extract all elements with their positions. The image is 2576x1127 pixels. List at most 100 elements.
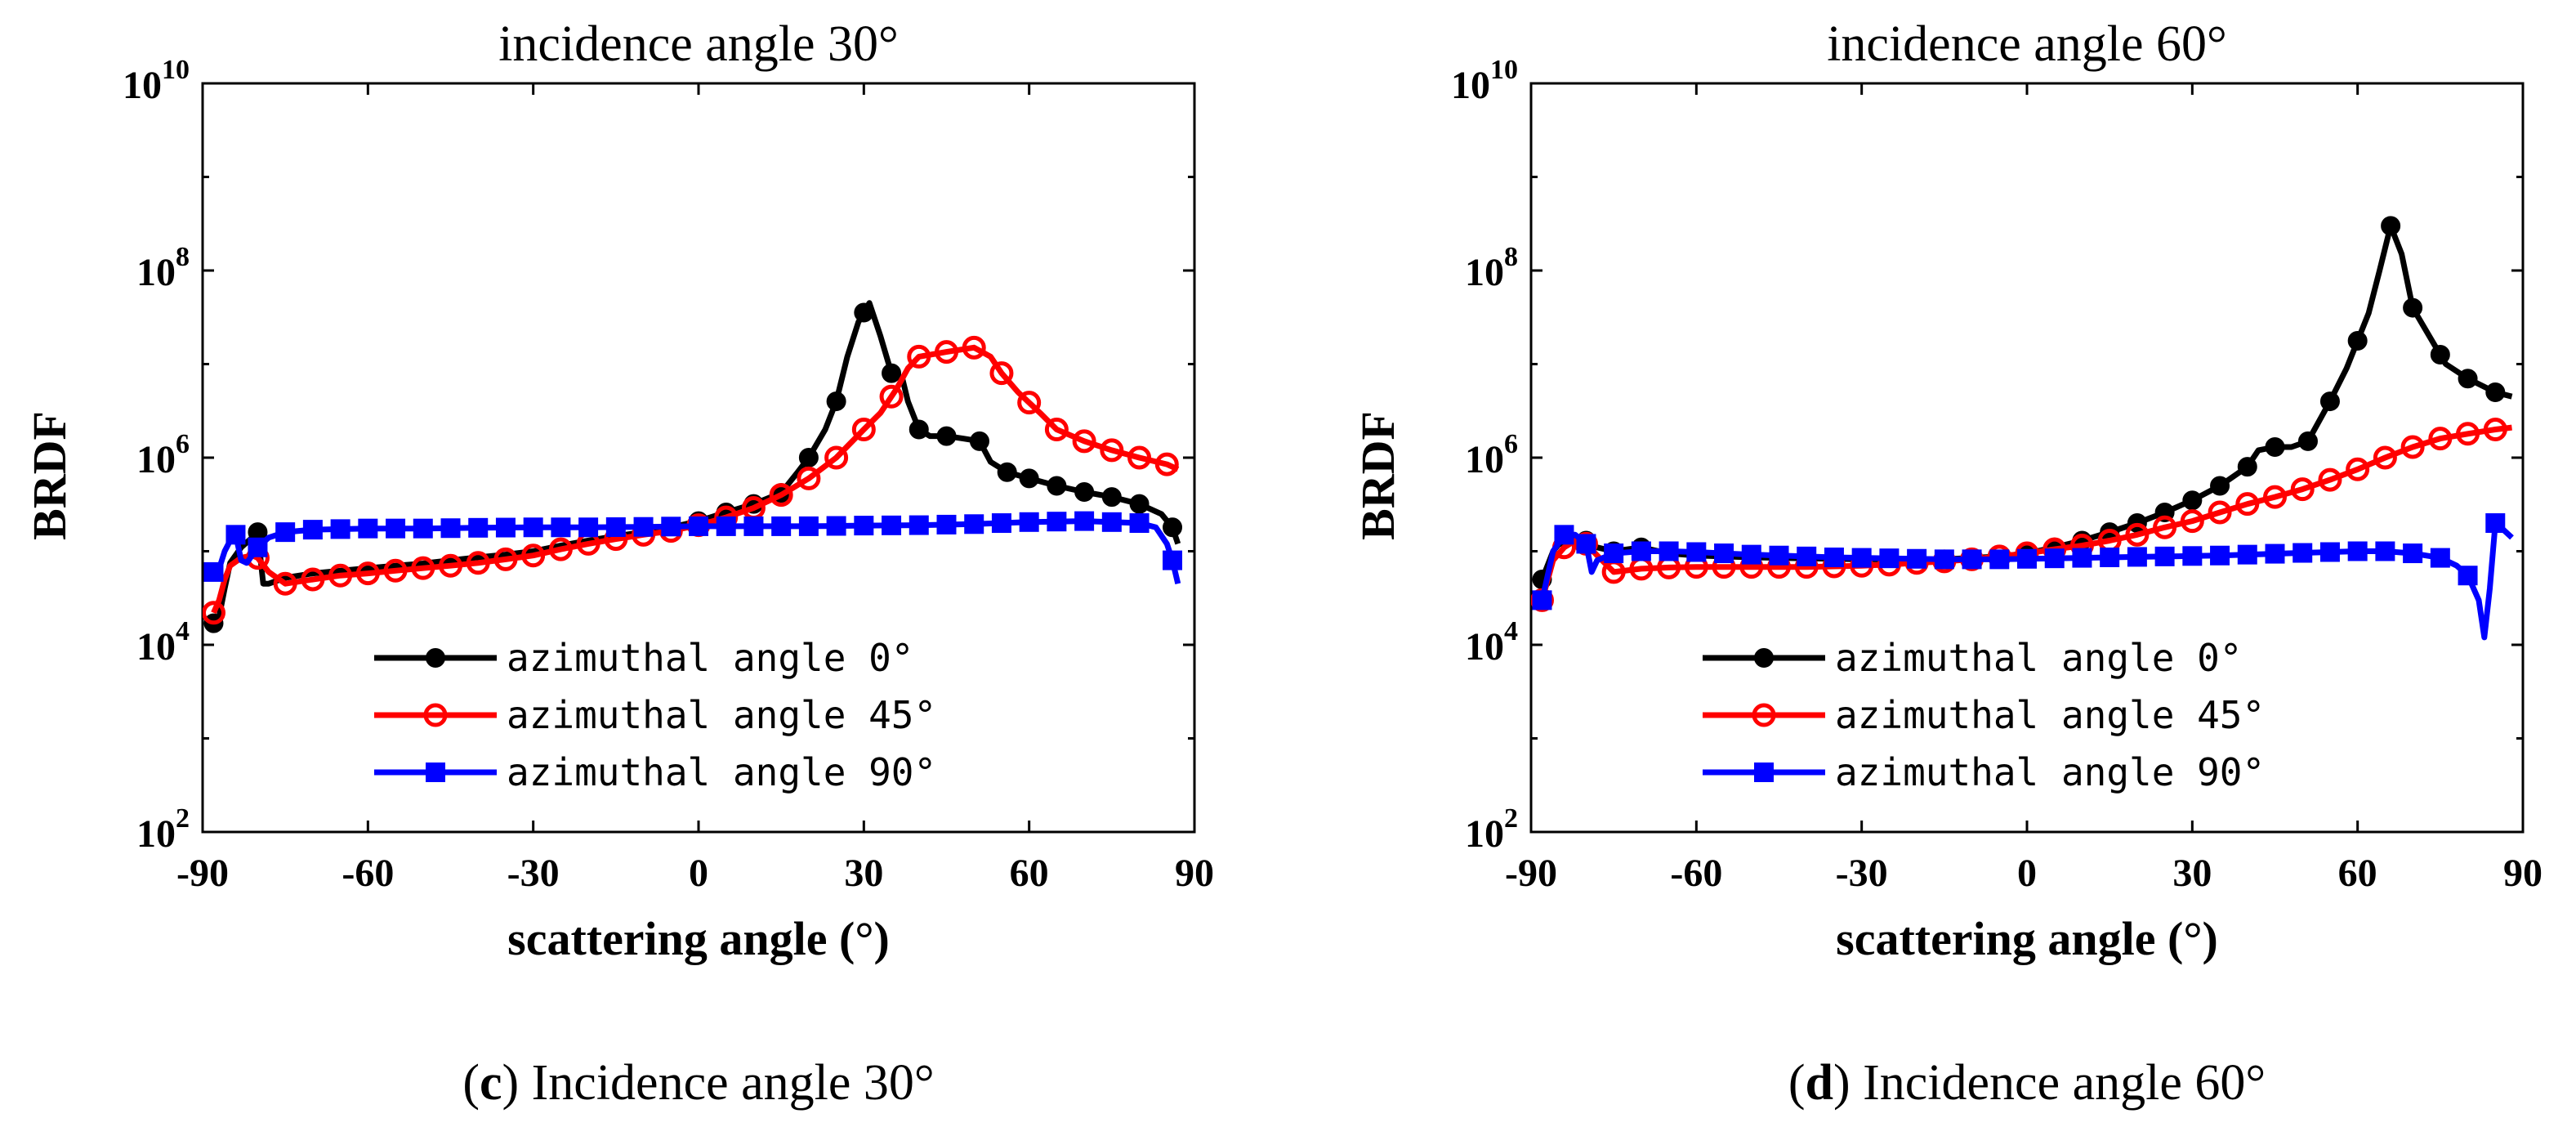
data-point [225, 525, 246, 545]
data-point [2347, 330, 2368, 351]
data-point [1576, 534, 1596, 554]
chart-title: incidence angle 30° [498, 16, 899, 72]
data-point [997, 462, 1017, 482]
data-point [2265, 436, 2285, 457]
data-point [798, 448, 819, 467]
data-point [302, 520, 323, 540]
caption-text: Incidence angle 30° [519, 1055, 935, 1111]
y-tick-label: 108 [136, 242, 190, 294]
data-point [824, 445, 849, 470]
data-point [1851, 548, 1872, 568]
caption-open-paren: ( [1788, 1055, 1806, 1111]
data-point [1659, 541, 1679, 561]
x-axis-label: scattering angle (°) [507, 912, 890, 965]
data-point [1074, 481, 1095, 502]
x-tick-label: 30 [2172, 852, 2212, 895]
data-point [2458, 369, 2478, 389]
data-point [769, 483, 793, 508]
data-point [1129, 494, 1150, 514]
legend-marker [1752, 703, 1776, 727]
data-point [1769, 545, 1789, 566]
data-point [2430, 548, 2450, 568]
y-tick-base: 10 [136, 812, 176, 856]
data-point [521, 543, 546, 568]
y-tick-base: 10 [123, 64, 162, 107]
series-1 [1532, 216, 2513, 589]
chart-panel-1: incidence angle 30°-90 -60 -30 0 30 60 9010210… [23, 16, 1214, 1111]
x-tick-label: 30 [844, 852, 883, 895]
caption-close-paren: ) [502, 1055, 520, 1111]
chart-panel-2: incidence angle 60°-90 -60 -30 0 30 60 9010210… [1351, 16, 2543, 1111]
x-tick-label: 0 [689, 852, 708, 895]
data-point [2125, 522, 2150, 547]
data-point [1989, 549, 2010, 570]
data-point [1074, 511, 1095, 531]
data-point [2375, 541, 2395, 561]
data-point [989, 361, 1014, 386]
y-tick-label: 104 [136, 616, 190, 669]
data-point [1554, 525, 1574, 545]
data-point [2235, 492, 2260, 517]
data-point [1047, 512, 1067, 532]
figure-caption: (d) Incidence angle 60° [1788, 1055, 2266, 1111]
data-point [1129, 513, 1150, 534]
data-point [605, 517, 626, 537]
data-point [495, 517, 516, 538]
legend-label: azimuthal angle 0° [1835, 636, 2243, 680]
x-axis-label: scattering angle (°) [1836, 912, 2218, 965]
caption-letter: d [1806, 1055, 1833, 1111]
data-point [936, 426, 957, 446]
series-3 [1532, 513, 2514, 641]
data-point [1934, 549, 1954, 570]
y-tick-label: 1010 [123, 55, 190, 107]
x-tick-label: 60 [1010, 852, 1049, 895]
data-point [2400, 435, 2425, 459]
data-point [2180, 509, 2204, 534]
x-tick-label: -90 [1505, 852, 1557, 895]
data-point [2182, 490, 2203, 511]
data-point [355, 561, 380, 586]
data-point [2210, 545, 2230, 566]
y-tick-base: 10 [136, 251, 176, 294]
legend-label: azimuthal angle 45° [507, 693, 936, 737]
data-point [328, 563, 353, 588]
data-point [2210, 476, 2230, 496]
x-tick-label: -60 [1670, 852, 1722, 895]
data-point [854, 302, 874, 323]
data-point [882, 363, 902, 383]
y-tick-label: 102 [1465, 803, 1518, 856]
data-point [2318, 467, 2342, 492]
y-tick-base: 10 [1465, 625, 1504, 669]
data-point [2347, 541, 2368, 561]
y-tick-base: 10 [1465, 251, 1504, 294]
x-tick-label: -30 [507, 852, 560, 895]
data-point [1879, 548, 1900, 569]
y-tick-base: 10 [1465, 812, 1504, 856]
data-point [633, 517, 654, 537]
data-point [936, 514, 957, 534]
data-point [273, 571, 297, 596]
data-point [203, 561, 224, 582]
x-tick-label: 0 [2017, 852, 2037, 895]
data-point [2403, 297, 2423, 318]
data-point [2346, 457, 2370, 481]
data-point [2182, 546, 2203, 566]
data-point [2485, 513, 2506, 534]
y-tick-exponent: 2 [1504, 803, 1518, 834]
data-point [689, 516, 708, 536]
data-point [1797, 546, 1817, 566]
data-point [523, 517, 543, 538]
data-point [882, 515, 902, 535]
data-point [413, 518, 433, 539]
caption-text: Incidence angle 60° [1851, 1055, 2266, 1111]
x-tick-label: -60 [342, 852, 394, 895]
data-point [798, 516, 819, 536]
data-point [851, 418, 876, 442]
data-point [1019, 512, 1039, 532]
data-point [578, 517, 599, 538]
data-point [661, 517, 681, 537]
y-tick-exponent: 8 [176, 242, 190, 272]
data-point [1907, 548, 1927, 569]
y-tick-exponent: 4 [1504, 616, 1518, 646]
data-point [2381, 216, 2401, 236]
